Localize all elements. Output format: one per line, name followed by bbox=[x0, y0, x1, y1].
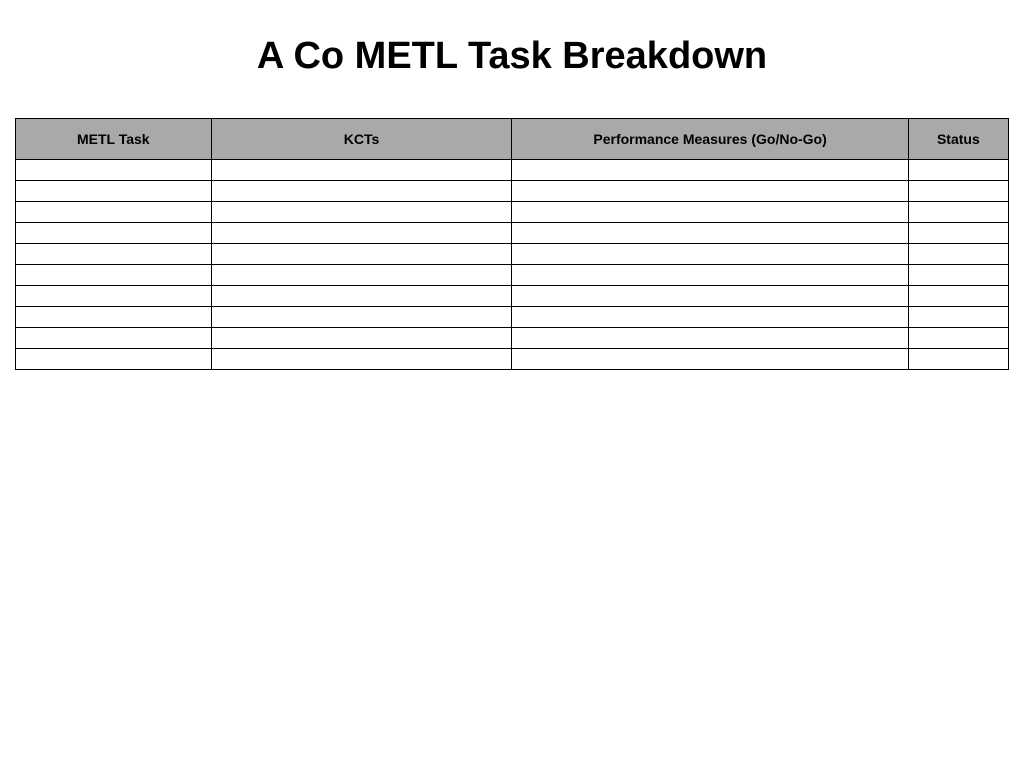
table-cell bbox=[211, 181, 512, 202]
table-cell bbox=[908, 307, 1008, 328]
table-cell bbox=[211, 286, 512, 307]
table-row bbox=[16, 181, 1009, 202]
table-cell bbox=[512, 223, 908, 244]
table-row bbox=[16, 160, 1009, 181]
table-body bbox=[16, 160, 1009, 370]
table-cell bbox=[211, 265, 512, 286]
table-header-row: METL Task KCTs Performance Measures (Go/… bbox=[16, 119, 1009, 160]
table-row bbox=[16, 244, 1009, 265]
table-row bbox=[16, 328, 1009, 349]
table-row bbox=[16, 349, 1009, 370]
table-cell bbox=[908, 223, 1008, 244]
table-row bbox=[16, 286, 1009, 307]
table-cell bbox=[908, 265, 1008, 286]
table-cell bbox=[211, 328, 512, 349]
table-cell bbox=[908, 328, 1008, 349]
table-cell bbox=[908, 286, 1008, 307]
table-cell bbox=[16, 307, 212, 328]
table-cell bbox=[512, 286, 908, 307]
table-row bbox=[16, 202, 1009, 223]
table-cell bbox=[16, 160, 212, 181]
table-cell bbox=[908, 349, 1008, 370]
table-cell bbox=[16, 202, 212, 223]
table-cell bbox=[16, 328, 212, 349]
table-row bbox=[16, 307, 1009, 328]
table-row bbox=[16, 265, 1009, 286]
column-header-performance: Performance Measures (Go/No-Go) bbox=[512, 119, 908, 160]
column-header-metl-task: METL Task bbox=[16, 119, 212, 160]
table-cell bbox=[16, 244, 212, 265]
table-cell bbox=[512, 244, 908, 265]
table-cell bbox=[16, 181, 212, 202]
column-header-status: Status bbox=[908, 119, 1008, 160]
table-cell bbox=[512, 328, 908, 349]
column-header-kcts: KCTs bbox=[211, 119, 512, 160]
table-row bbox=[16, 223, 1009, 244]
table-container: METL Task KCTs Performance Measures (Go/… bbox=[0, 118, 1024, 370]
table-cell bbox=[908, 244, 1008, 265]
metl-table: METL Task KCTs Performance Measures (Go/… bbox=[15, 118, 1009, 370]
table-cell bbox=[211, 307, 512, 328]
table-cell bbox=[512, 181, 908, 202]
table-cell bbox=[16, 265, 212, 286]
table-cell bbox=[908, 202, 1008, 223]
page-title: A Co METL Task Breakdown bbox=[0, 0, 1024, 118]
table-cell bbox=[908, 160, 1008, 181]
table-cell bbox=[16, 223, 212, 244]
table-cell bbox=[211, 349, 512, 370]
table-cell bbox=[512, 307, 908, 328]
table-cell bbox=[908, 181, 1008, 202]
table-cell bbox=[16, 349, 212, 370]
table-cell bbox=[512, 265, 908, 286]
table-cell bbox=[211, 160, 512, 181]
table-cell bbox=[211, 244, 512, 265]
table-cell bbox=[512, 349, 908, 370]
table-cell bbox=[211, 223, 512, 244]
table-cell bbox=[16, 286, 212, 307]
table-cell bbox=[512, 160, 908, 181]
table-cell bbox=[211, 202, 512, 223]
table-cell bbox=[512, 202, 908, 223]
